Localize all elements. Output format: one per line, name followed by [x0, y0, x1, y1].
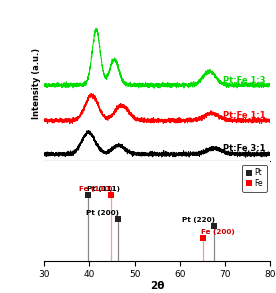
Text: Pt:Fe 1:1: Pt:Fe 1:1: [223, 111, 266, 120]
Text: Pt:Fe 1:3: Pt:Fe 1:3: [224, 76, 266, 85]
Text: Pt:Fe 3:1: Pt:Fe 3:1: [224, 144, 266, 153]
Legend: Pt, Fe: Pt, Fe: [242, 165, 267, 192]
Text: Fe (110): Fe (110): [79, 186, 112, 192]
Text: Fe (200): Fe (200): [201, 229, 235, 235]
Text: Pt (200): Pt (200): [86, 210, 119, 216]
Y-axis label: Intensity (a.u.): Intensity (a.u.): [32, 48, 41, 119]
X-axis label: 2θ: 2θ: [150, 281, 164, 291]
Text: Pt (220): Pt (220): [182, 217, 215, 223]
Text: Pt (111): Pt (111): [87, 186, 120, 192]
